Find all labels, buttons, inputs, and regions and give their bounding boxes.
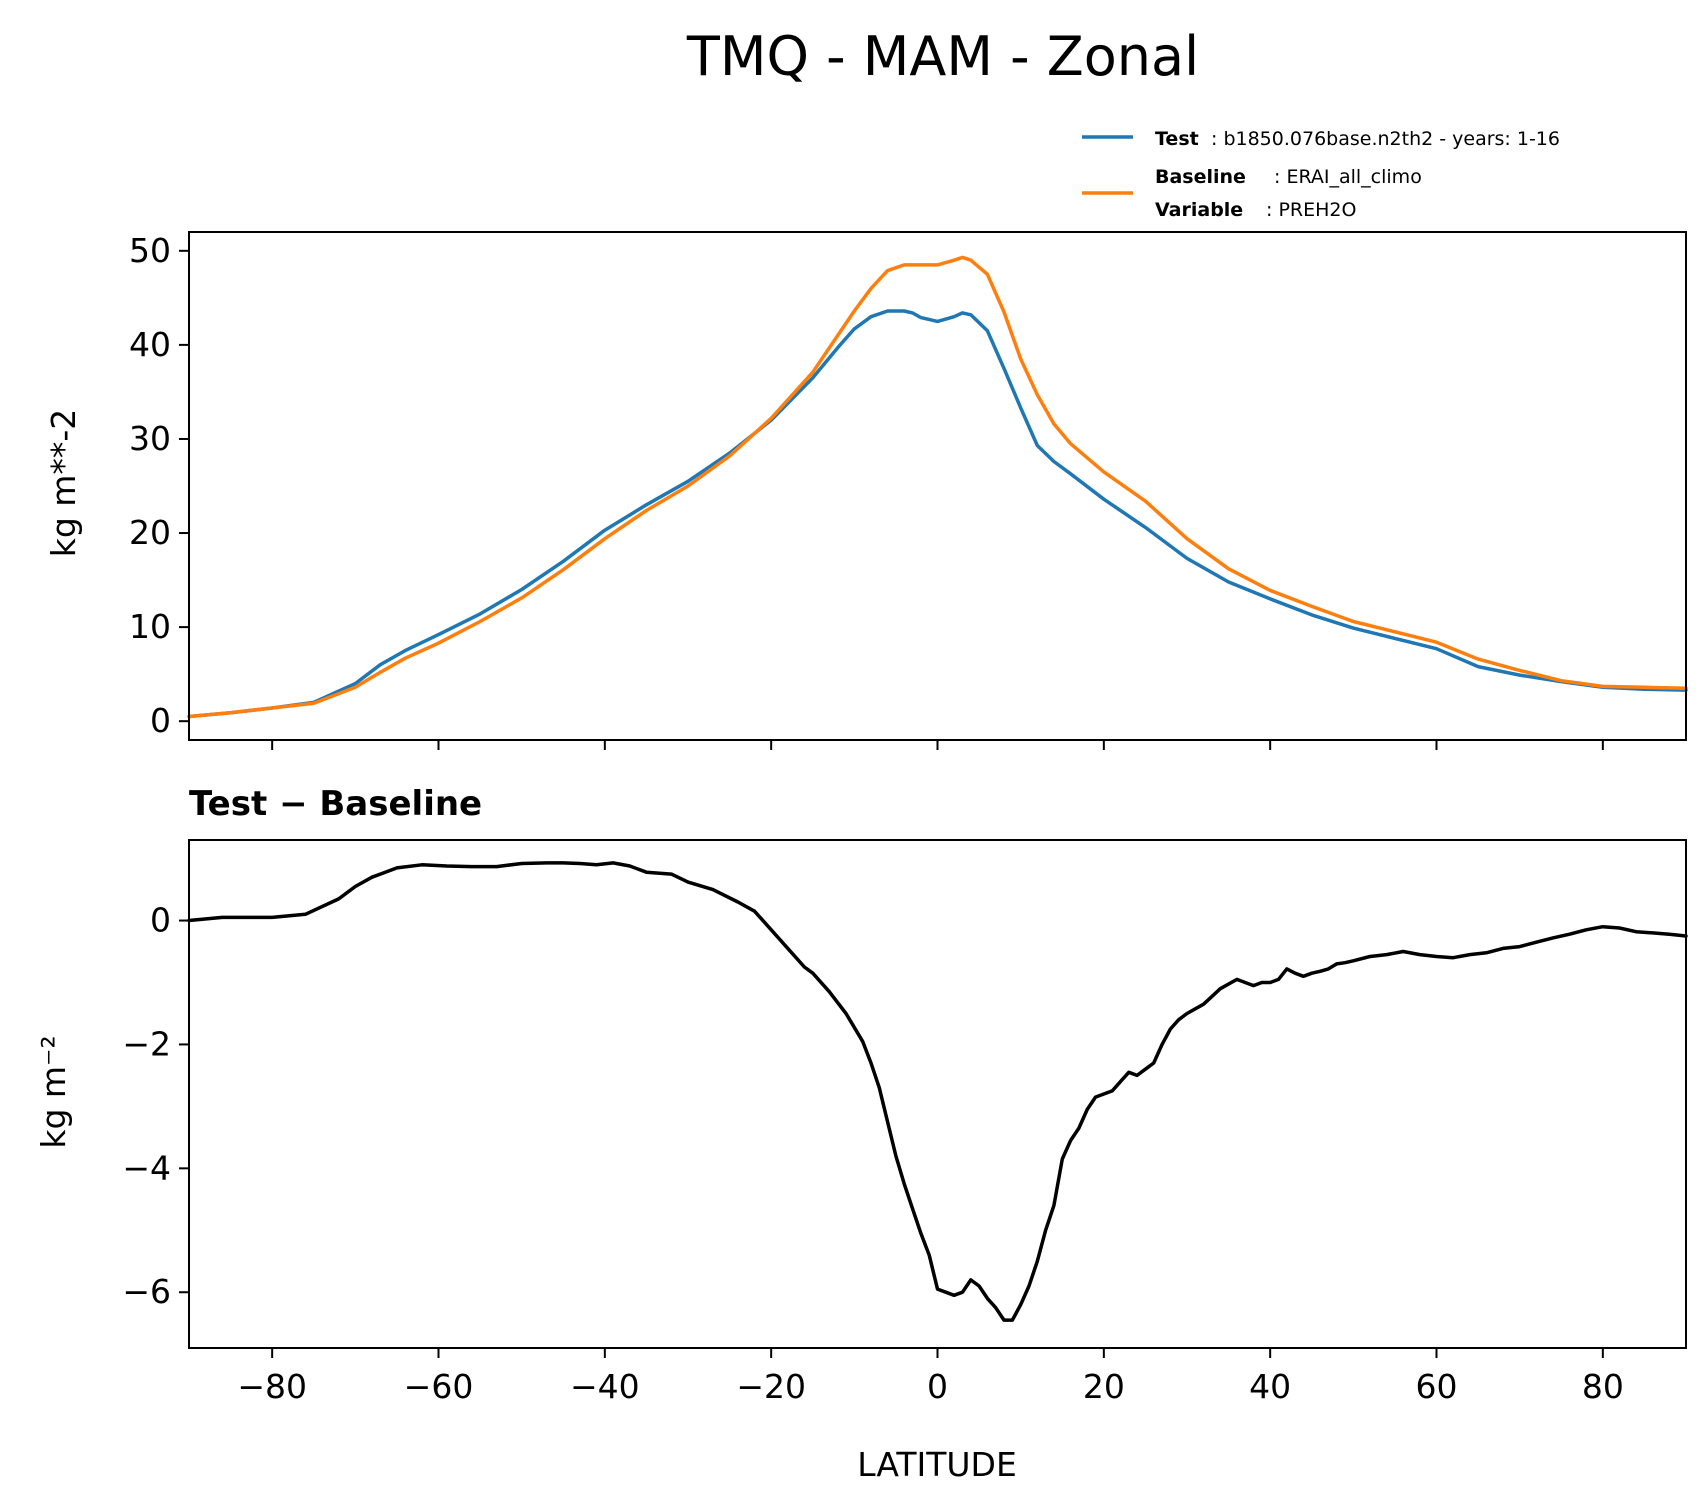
x-axis-label: LATITUDE (857, 1445, 1017, 1484)
top-series-line-test (187, 309, 1688, 719)
bottom-panel-title: Test − Baseline (189, 784, 482, 824)
legend-test-key: Test (1155, 128, 1199, 150)
top-y-tick-label: 0 (150, 701, 171, 740)
figure-title: TMQ - MAM - Zonal (686, 25, 1199, 88)
bottom-x-tick-label: −20 (736, 1367, 806, 1406)
top-y-tick-label: 20 (129, 513, 171, 552)
top-series (187, 255, 1688, 719)
top-series-line-baseline (187, 255, 1688, 719)
legend-baseline-key: Baseline (1155, 166, 1246, 188)
legend-test-value: : b1850.076base.n2th2 - years: 1-16 (1211, 128, 1560, 150)
bottom-x-tick-label: −40 (570, 1367, 640, 1406)
bottom-x-tick-label: 20 (1083, 1367, 1125, 1406)
bottom-y-ticks: 0 −2 −4 −6 (122, 901, 189, 1311)
bottom-x-tick-label: −80 (237, 1367, 307, 1406)
legend: Test : b1850.076base.n2th2 - years: 1-16… (1082, 128, 1560, 221)
bottom-y-tick-label: −4 (122, 1148, 171, 1187)
bottom-x-ticks: −80 −60 −40 −20 0 20 40 60 80 (237, 1348, 1624, 1406)
bottom-axes-frame (188, 839, 1687, 1349)
top-y-ticks: 0 10 20 30 40 50 (129, 231, 189, 740)
bottom-panel: Test − Baseline kg m⁻² LATITUDE 0−2−4−6 … (34, 784, 1688, 1484)
top-x-ticks (271, 740, 1604, 750)
bottom-y-tick-label: 0 (150, 901, 171, 940)
bottom-x-tick-label: 80 (1582, 1367, 1624, 1406)
top-axes-frame (188, 231, 1687, 741)
top-y-tick-label: 50 (129, 231, 171, 270)
bottom-series (187, 861, 1688, 1322)
bottom-y-axis-label: kg m⁻² (34, 1035, 73, 1148)
bottom-y-tick-label: −2 (122, 1024, 171, 1063)
bottom-x-tick-label: 0 (927, 1367, 948, 1406)
top-y-tick-label: 10 (129, 607, 171, 646)
legend-baseline-value: : ERAI_all_climo (1274, 166, 1422, 188)
bottom-x-tick-label: 40 (1249, 1367, 1291, 1406)
top-y-axis-label: kg m**-2 (44, 409, 83, 558)
top-y-tick-label: 40 (129, 325, 171, 364)
bottom-x-tick-label: −60 (404, 1367, 474, 1406)
bottom-y-tick-label: −6 (122, 1272, 171, 1311)
bottom-series-line-difference (187, 861, 1688, 1322)
legend-variable-value: : PREH2O (1266, 199, 1356, 221)
top-y-tick-label: 30 (129, 419, 171, 458)
top-panel: kg m**-2 0 10 20 30 40 50 (44, 231, 1688, 750)
bottom-x-tick-label: 60 (1416, 1367, 1458, 1406)
legend-variable-key: Variable (1155, 199, 1243, 221)
